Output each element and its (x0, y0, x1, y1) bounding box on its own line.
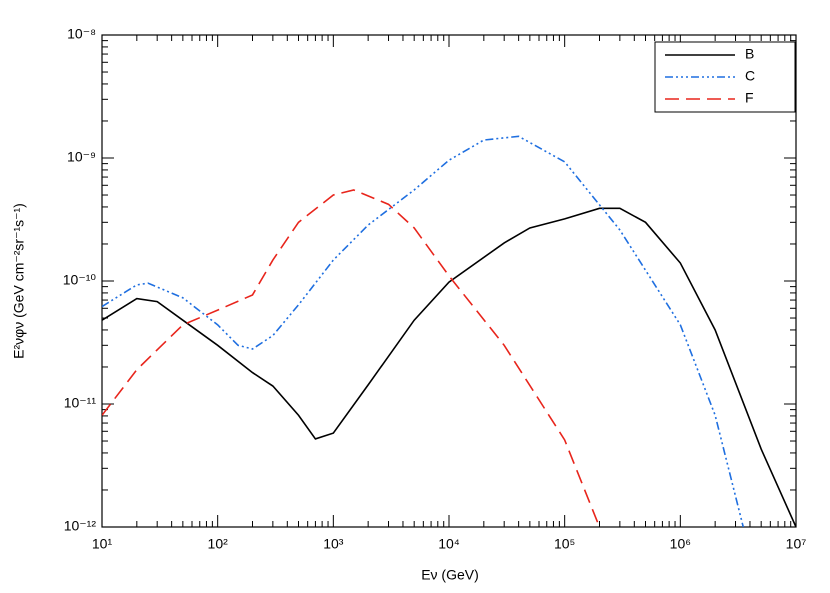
y-tick-label: 10⁻⁹ (67, 149, 96, 165)
y-tick-label: 10⁻¹⁰ (63, 272, 97, 288)
y-tick-label: 10⁻¹¹ (64, 395, 97, 411)
series-line (102, 135, 745, 527)
x-tick-label: 10³ (323, 536, 344, 552)
legend-label: F (745, 90, 754, 106)
x-tick-label: 10⁶ (670, 536, 691, 552)
x-tick-label: 10⁵ (554, 536, 575, 552)
legend-label: B (745, 46, 754, 62)
y-tick-label: 10⁻⁸ (67, 26, 96, 42)
x-axis-label: Eν (GeV) (421, 567, 479, 583)
x-tick-label: 10⁷ (786, 536, 807, 552)
y-tick-label: 10⁻¹² (64, 518, 97, 534)
series-line (102, 189, 601, 527)
y-axis-label: E²νφν (GeV cm⁻²sr⁻¹s⁻¹) (11, 203, 27, 359)
x-tick-label: 10¹ (92, 536, 113, 552)
plot-area (102, 135, 796, 527)
x-tick-label: 10² (208, 536, 229, 552)
legend-label: C (745, 68, 755, 84)
series-line (102, 207, 796, 527)
x-tick-label: 10⁴ (438, 536, 460, 552)
